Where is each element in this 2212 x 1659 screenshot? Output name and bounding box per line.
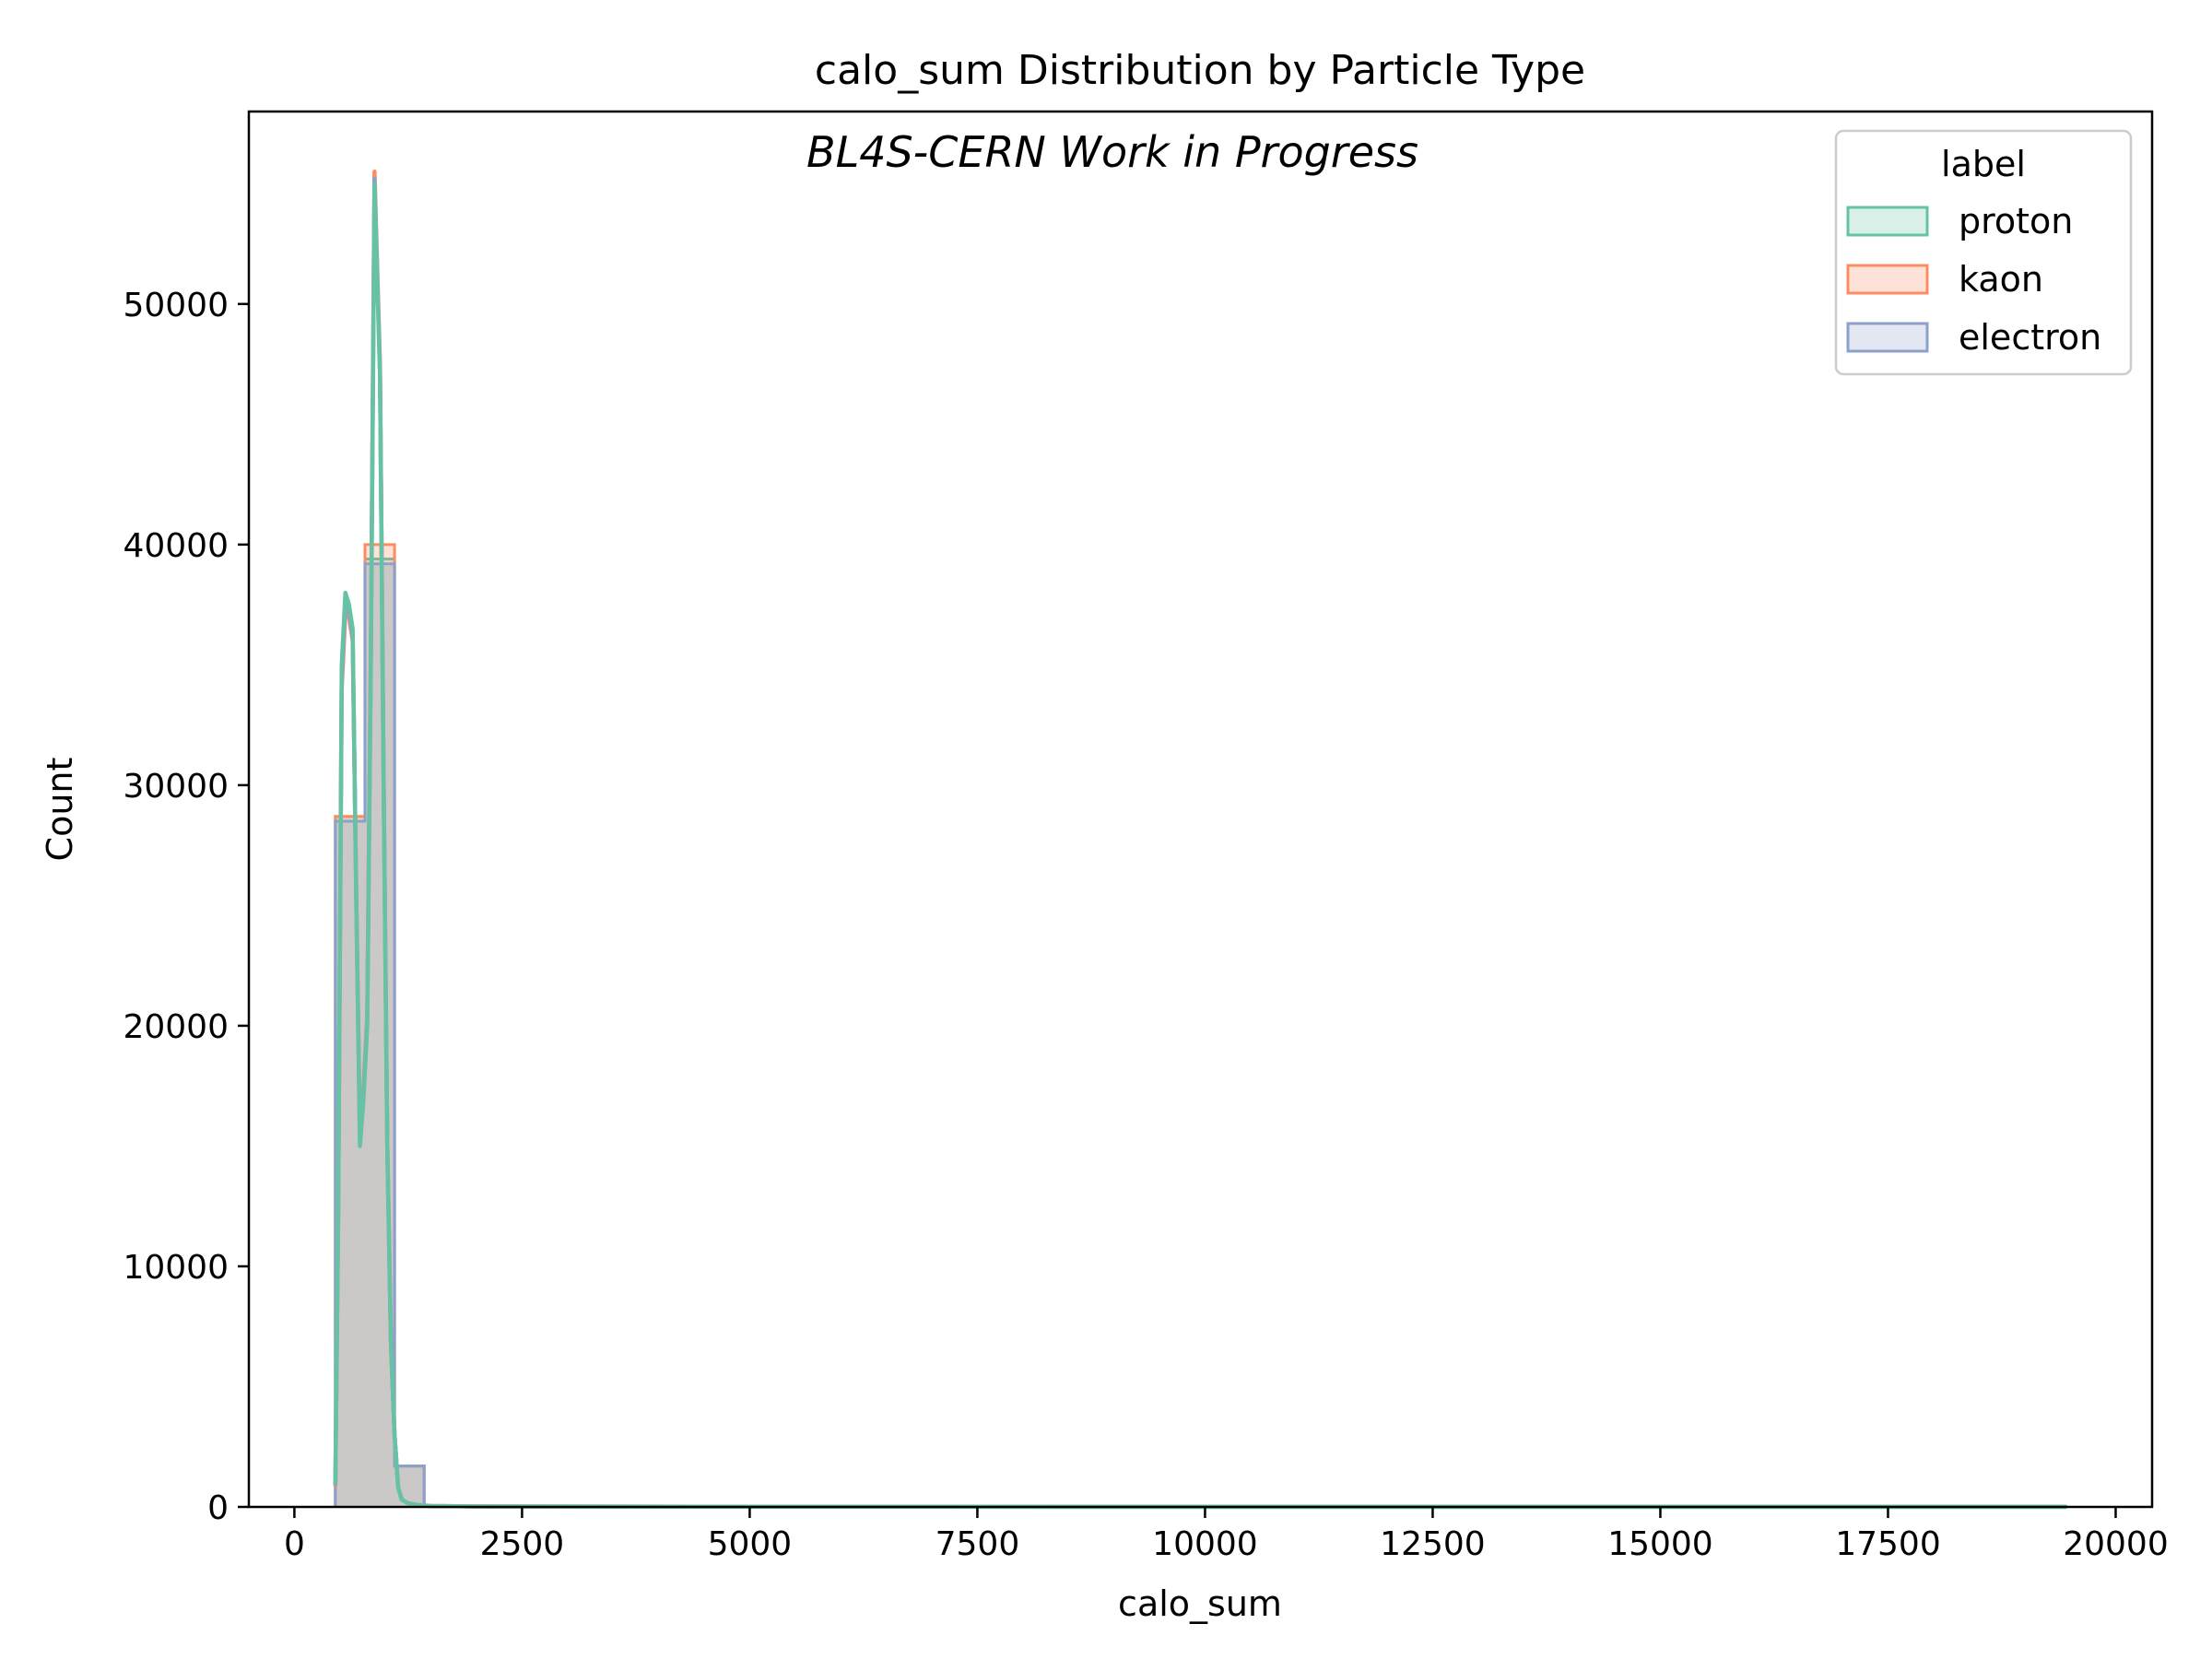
y-axis: 0 10000 20000 30000 40000 50000	[123, 287, 249, 1527]
y-tick-label: 10000	[123, 1249, 229, 1287]
y-axis-label: Count	[40, 758, 80, 862]
x-tick-label: 10000	[1152, 1525, 1258, 1563]
legend-label-electron: electron	[1959, 317, 2101, 358]
y-tick-label: 50000	[123, 287, 229, 324]
x-tick-label: 12500	[1380, 1525, 1486, 1563]
legend-label-kaon: kaon	[1959, 259, 2043, 300]
kde-curve-proton	[333, 182, 2068, 1510]
legend-items: proton kaon electron	[1846, 201, 2101, 358]
y-tick-label: 0	[207, 1489, 229, 1527]
y-tick-label: 40000	[123, 527, 229, 565]
axes-frame	[247, 110, 2154, 1509]
chart-annotation: BL4S-CERN Work in Progress	[806, 127, 1418, 177]
x-tick-label: 0	[284, 1525, 305, 1563]
legend-title: label	[1941, 144, 2026, 184]
legend[interactable]: label proton kaon electron	[1834, 129, 2133, 376]
x-tick-label: 2500	[480, 1525, 565, 1563]
x-tick-label: 5000	[708, 1525, 793, 1563]
x-tick-label: 15000	[1607, 1525, 1713, 1563]
legend-swatch-electron	[1846, 322, 1929, 353]
x-tick-label: 20000	[2063, 1525, 2169, 1563]
legend-swatch-kaon	[1846, 264, 1929, 295]
chart-title: calo_sum Distribution by Particle Type	[815, 47, 1585, 94]
legend-item-electron[interactable]: electron	[1846, 317, 2101, 358]
x-tick-label: 7500	[935, 1525, 1020, 1563]
x-axis: 0 2500 5000 7500 10000 12500 15000 17500 20000	[284, 1507, 2169, 1563]
legend-frame	[1834, 129, 2133, 376]
x-axis-label: calo_sum	[1118, 1583, 1282, 1624]
legend-item-proton[interactable]: proton	[1846, 201, 2073, 241]
x-tick-label: 17500	[1835, 1525, 1941, 1563]
legend-swatch-proton	[1846, 206, 1929, 237]
y-tick-label: 20000	[123, 1008, 229, 1046]
legend-item-kaon[interactable]: kaon	[1846, 259, 2043, 300]
y-tick-label: 30000	[123, 768, 229, 806]
legend-label-proton: proton	[1959, 201, 2073, 241]
